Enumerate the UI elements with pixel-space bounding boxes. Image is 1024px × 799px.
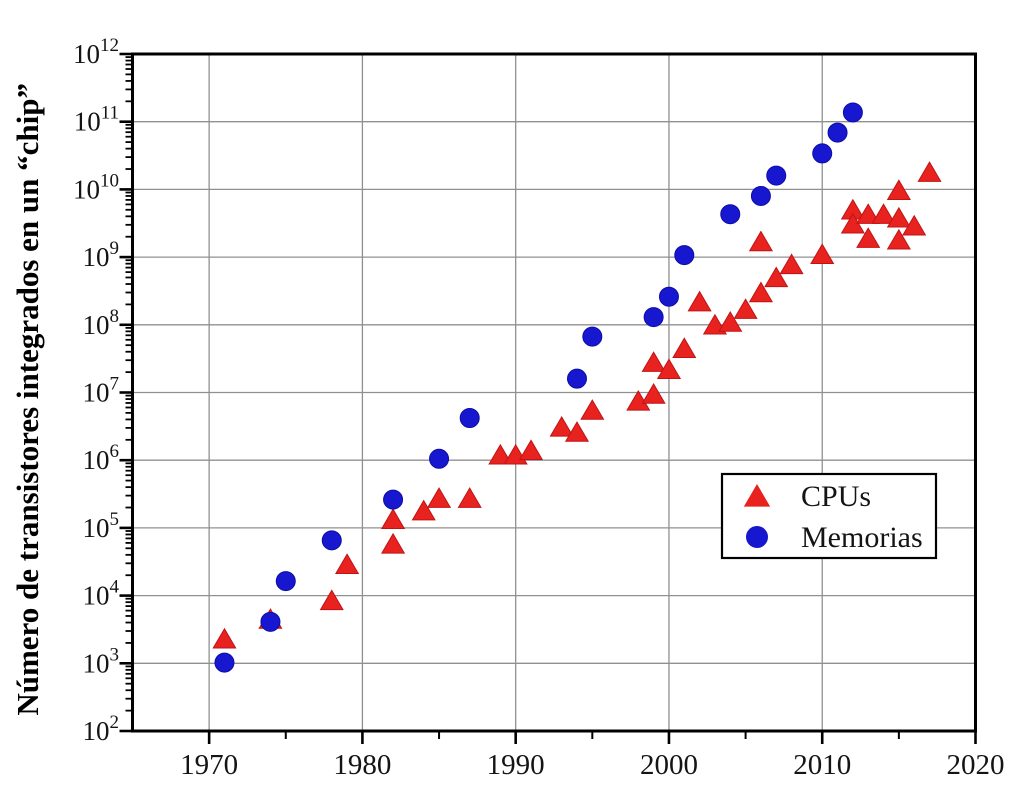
- x-tick-label: 2000: [640, 749, 698, 781]
- cpu-data-point: [779, 253, 804, 275]
- series-memorias: [214, 102, 863, 673]
- memoria-data-point: [827, 122, 848, 143]
- y-tick-label: 102: [83, 712, 120, 746]
- x-tick-label: 1970: [180, 749, 238, 781]
- cpu-data-point: [687, 290, 712, 312]
- cpu-data-point: [335, 553, 360, 574]
- x-tick-label: 2010: [793, 749, 851, 781]
- y-tick-labels: 102 103 104 105 106 107 108 109 1010 1011 1012: [73, 35, 120, 746]
- x-tick-labels: 1970 1980 1990 2000 2010 2020: [180, 749, 1004, 781]
- y-tick-label: 103: [83, 644, 120, 678]
- cpu-data-point: [457, 487, 482, 508]
- y-tick-label: 1010: [73, 170, 119, 204]
- memoria-data-point: [750, 185, 771, 206]
- cpu-data-point: [319, 589, 344, 611]
- memoria-data-point: [459, 408, 480, 429]
- cpu-data-point: [733, 298, 758, 319]
- memoria-data-point: [720, 204, 741, 225]
- memoria-data-point: [383, 489, 404, 510]
- cpu-data-point: [886, 179, 911, 200]
- cpu-data-point: [580, 399, 605, 420]
- memoria-data-point: [674, 245, 695, 266]
- cpu-data-point: [764, 266, 789, 288]
- cpu-data-point: [488, 443, 513, 465]
- memoria-data-point: [429, 448, 450, 469]
- cpu-data-point: [641, 383, 666, 404]
- cpu-data-point: [518, 439, 544, 461]
- y-tick-label: 106: [83, 441, 120, 475]
- cpu-data-point: [856, 227, 881, 248]
- cpu-data-point: [672, 337, 697, 358]
- x-tick-label: 1990: [487, 749, 545, 781]
- cpu-data-point: [902, 214, 927, 236]
- gridlines: [132, 54, 976, 731]
- legend-label-memorias: Memorias: [801, 521, 923, 554]
- y-tick-label: 1011: [74, 103, 119, 137]
- memoria-data-point: [260, 611, 281, 632]
- x-tick-label: 1980: [333, 749, 391, 781]
- y-axis-title-wrap: Número de transistores integrados en un …: [2, 0, 54, 799]
- y-tick-label: 108: [83, 306, 120, 340]
- legend-cpus-marker-icon: [743, 484, 771, 507]
- cpu-data-point: [718, 311, 743, 332]
- memoria-data-point: [582, 326, 603, 347]
- memoria-data-point: [812, 143, 833, 164]
- memoria-data-point: [566, 368, 587, 389]
- y-tick-label: 105: [83, 509, 120, 543]
- cpu-data-point: [748, 230, 773, 252]
- cpu-data-point: [886, 228, 911, 250]
- y-tick-label: 1012: [73, 35, 119, 69]
- memoria-data-point: [643, 307, 664, 328]
- data-series: [212, 102, 942, 673]
- memoria-data-point: [842, 102, 863, 123]
- cpu-data-point: [380, 508, 406, 529]
- cpu-data-point: [656, 358, 682, 380]
- cpu-data-point: [886, 206, 911, 228]
- cpu-data-point: [856, 203, 881, 224]
- legend: CPUs Memorias: [720, 472, 938, 560]
- y-tick-label: 104: [83, 577, 120, 611]
- cpu-data-point: [426, 487, 452, 508]
- series-cpus: [212, 161, 942, 649]
- cpu-data-point: [564, 421, 590, 442]
- cpu-data-point: [748, 281, 773, 303]
- y-tick-label: 109: [83, 238, 120, 272]
- cpu-data-point: [411, 499, 436, 521]
- cpu-data-point: [549, 415, 574, 437]
- memoria-data-point: [658, 286, 679, 307]
- cpu-data-point: [810, 243, 835, 264]
- memoria-data-point: [766, 165, 787, 186]
- memoria-data-point: [275, 571, 296, 592]
- cpu-data-point: [380, 532, 406, 554]
- y-tick-label: 107: [83, 374, 120, 408]
- y-axis-title: Número de transistores integrados en un …: [10, 83, 45, 716]
- legend-memorias-marker-icon: [746, 526, 768, 548]
- x-tick-label: 2020: [947, 749, 1005, 781]
- memoria-data-point: [321, 530, 342, 551]
- cpu-data-point: [871, 203, 896, 224]
- cpu-data-point: [212, 627, 237, 649]
- cpu-data-point: [641, 351, 666, 372]
- memoria-data-point: [214, 652, 235, 673]
- legend-label-cpus: CPUs: [801, 480, 871, 513]
- axis-ticks: [119, 52, 977, 744]
- cpu-data-point: [917, 161, 942, 182]
